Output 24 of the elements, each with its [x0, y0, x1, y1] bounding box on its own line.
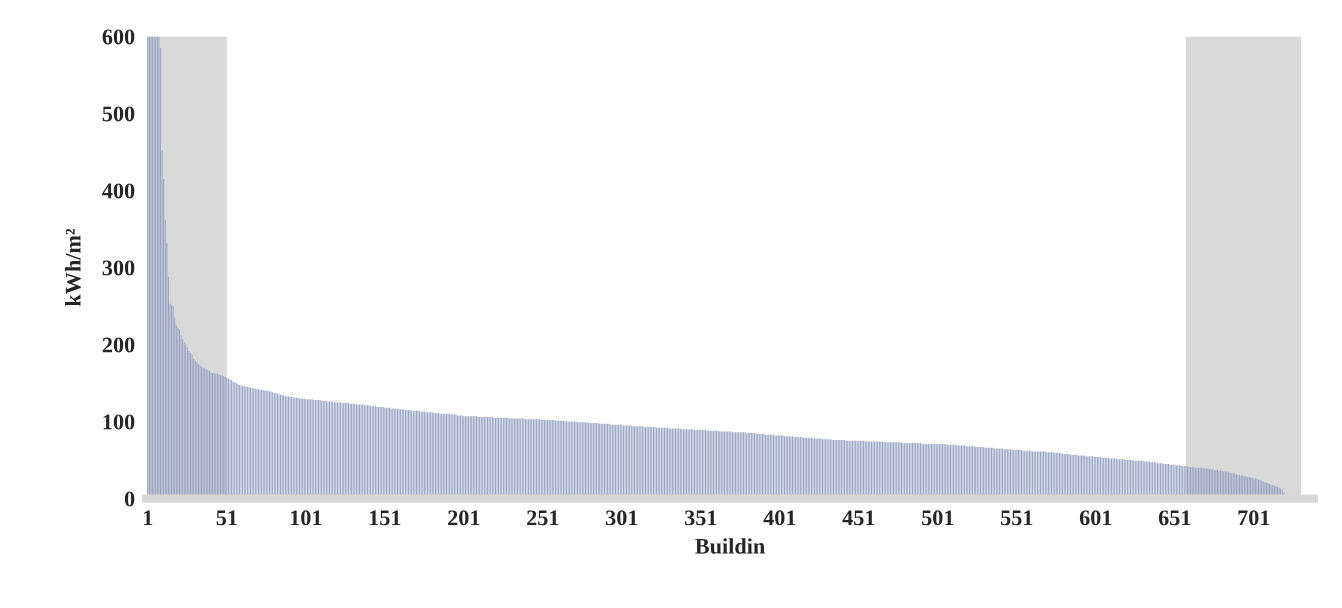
x-tick-label: 101 [290, 510, 322, 526]
y-tick-label: 100 [103, 414, 135, 430]
y-axis-title: kWh/m² [65, 228, 81, 307]
x-tick-label: 551 [1001, 510, 1033, 526]
x-tick-label: 451 [842, 510, 875, 526]
y-tick-label: 400 [102, 183, 135, 199]
y-tick-label: 200 [102, 337, 135, 353]
x-tick-label: 401 [763, 510, 796, 526]
x-tick-label: 651 [1158, 510, 1191, 526]
x-axis-title: Buildin [695, 538, 765, 554]
y-tick-label: 0 [124, 491, 135, 507]
x-tick-label: 701 [1238, 510, 1270, 526]
x-tick-label: 201 [448, 510, 480, 526]
y-tick-label: 600 [102, 29, 135, 45]
x-tick-label: 501 [922, 510, 954, 526]
x-tick-label: 251 [527, 510, 559, 526]
y-tick-label: 500 [102, 106, 135, 122]
x-tick-label: 51 [216, 510, 237, 526]
x-tick-label: 151 [369, 510, 401, 526]
y-tick-label: 300 [102, 260, 135, 276]
x-tick-label: 1 [144, 510, 153, 526]
x-tick-label: 601 [1079, 510, 1112, 526]
x-tick-label: 351 [684, 510, 717, 526]
x-tick-label: 301 [606, 510, 638, 526]
